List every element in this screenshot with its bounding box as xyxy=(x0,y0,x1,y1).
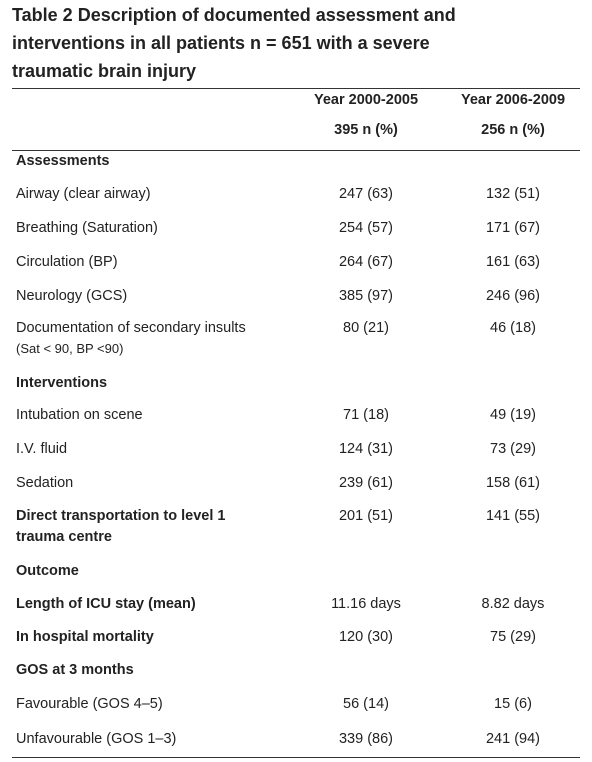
column-header: 256 n (%) xyxy=(481,122,545,138)
row-label: (Sat < 90, BP <90) xyxy=(16,341,124,356)
cell-value: 124 (31) xyxy=(338,441,394,457)
cell-value: 49 (19) xyxy=(490,407,536,423)
cell-value: 246 (96) xyxy=(485,288,541,304)
column-header: Year 2006-2009 xyxy=(460,92,566,108)
cell-value: 8.82 days xyxy=(481,596,545,612)
header-rule xyxy=(12,150,580,151)
row-label: Direct transportation to level 1 xyxy=(16,508,226,524)
row-label: Documentation of secondary insults xyxy=(16,320,246,336)
bottom-rule xyxy=(12,757,580,758)
row-label: GOS at 3 months xyxy=(16,662,134,678)
row-label: trauma centre xyxy=(16,529,112,545)
cell-value: 385 (97) xyxy=(338,288,394,304)
title-line: traumatic brain injury xyxy=(12,61,197,81)
row-label: In hospital mortality xyxy=(16,629,154,645)
title-line: interventions in all patients n = 651 wi… xyxy=(12,33,430,53)
cell-value: 46 (18) xyxy=(490,320,536,336)
row-label: Unfavourable (GOS 1–3) xyxy=(16,731,177,747)
row-label: Airway (clear airway) xyxy=(16,186,151,202)
cell-value: 201 (51) xyxy=(338,508,394,524)
row-label: Neurology (GCS) xyxy=(16,288,128,304)
cell-value: 247 (63) xyxy=(338,186,394,202)
cell-value: 73 (29) xyxy=(490,441,536,457)
cell-value: 80 (21) xyxy=(343,320,389,336)
cell-value: 132 (51) xyxy=(485,186,541,202)
cell-value: 158 (61) xyxy=(485,475,541,491)
cell-value: 264 (67) xyxy=(338,254,394,270)
row-label: Assessments xyxy=(16,153,110,169)
row-label: Outcome xyxy=(16,563,79,579)
cell-value: 11.16 days xyxy=(331,596,401,612)
row-label: Breathing (Saturation) xyxy=(16,220,158,236)
cell-value: 15 (6) xyxy=(494,696,532,712)
cell-value: 239 (61) xyxy=(338,475,394,491)
row-label: Favourable (GOS 4–5) xyxy=(16,696,163,712)
cell-value: 254 (57) xyxy=(338,220,394,236)
cell-value: 56 (14) xyxy=(343,696,389,712)
row-label: Interventions xyxy=(16,375,108,391)
column-header: 395 n (%) xyxy=(334,122,398,138)
row-label: Intubation on scene xyxy=(16,407,143,423)
row-label: Length of ICU stay (mean) xyxy=(16,596,196,612)
column-header: Year 2000-2005 xyxy=(313,92,419,108)
row-label: I.V. fluid xyxy=(16,441,68,457)
cell-value: 71 (18) xyxy=(343,407,389,423)
cell-value: 241 (94) xyxy=(485,731,541,747)
cell-value: 161 (63) xyxy=(485,254,541,270)
cell-value: 75 (29) xyxy=(490,629,536,645)
row-label: Sedation xyxy=(16,475,74,491)
title-line: Table 2 Description of documented assess… xyxy=(12,5,456,25)
cell-value: 339 (86) xyxy=(338,731,394,747)
cell-value: 171 (67) xyxy=(485,220,541,236)
top-rule xyxy=(12,88,580,89)
cell-value: 120 (30) xyxy=(338,629,394,645)
cell-value: 141 (55) xyxy=(485,508,541,524)
row-label: Circulation (BP) xyxy=(16,254,118,270)
